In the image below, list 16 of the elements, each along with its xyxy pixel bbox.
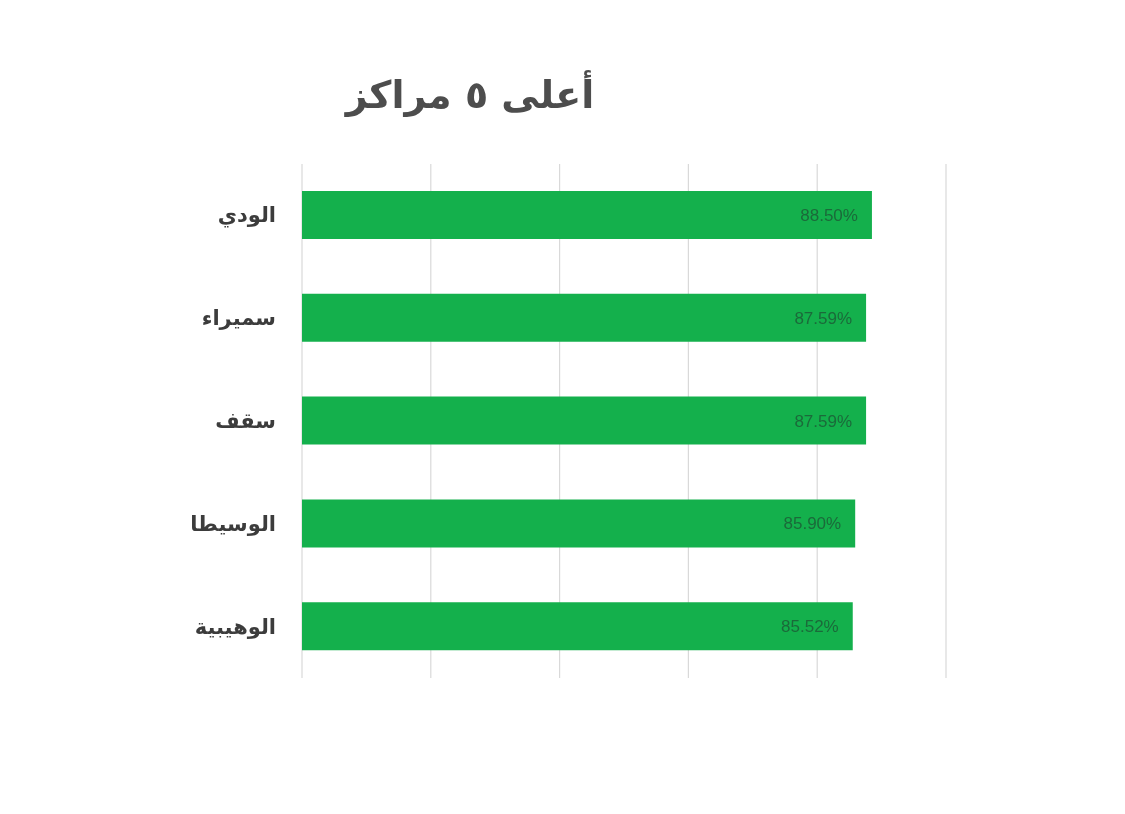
y-tick-label: سميراء — [201, 306, 276, 331]
y-tick-label: الوسيطا — [190, 511, 276, 536]
y-tick-label: الودي — [217, 203, 276, 229]
data-label: 87.59% — [794, 411, 853, 431]
chart-title: أعلى ٥ مراكز — [343, 70, 596, 119]
bar — [302, 499, 856, 548]
y-tick-label: سقف — [215, 409, 276, 433]
bar — [302, 396, 867, 445]
bar — [302, 602, 853, 651]
bar — [302, 191, 872, 239]
data-label: 88.50% — [800, 206, 858, 225]
data-label: 87.59% — [794, 308, 853, 328]
y-tick-label: الوهيبية — [194, 614, 276, 639]
data-label: 85.90% — [783, 514, 842, 534]
bar — [302, 293, 867, 342]
data-label: 85.52% — [781, 617, 839, 637]
